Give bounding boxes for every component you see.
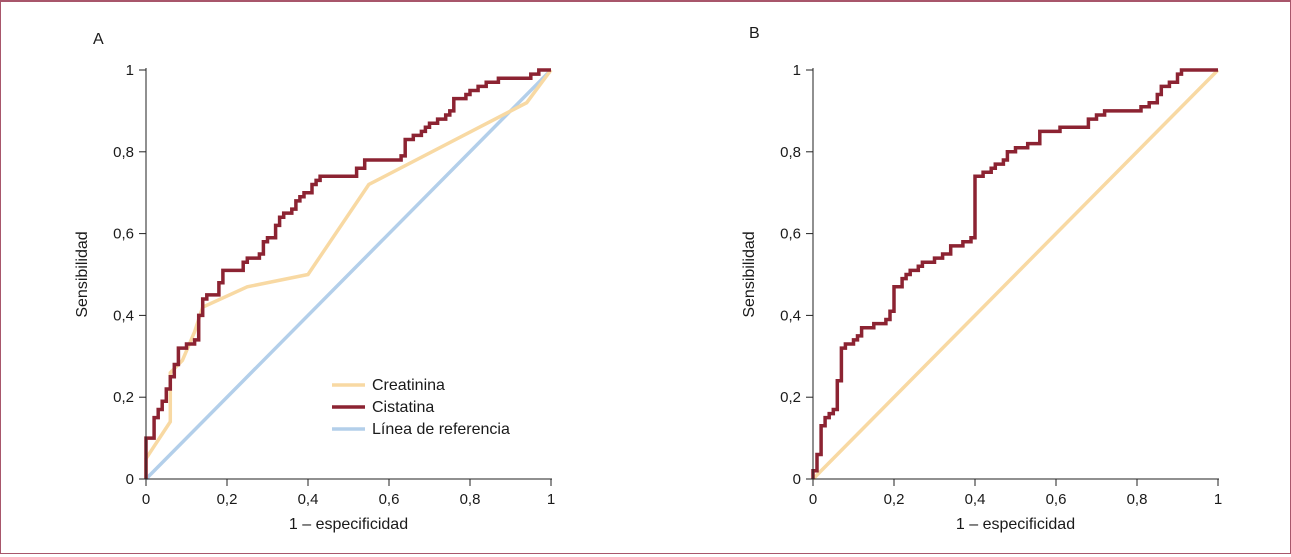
series-line-1 [144,68,551,479]
y-tick-label: 1 [793,62,801,79]
y-tick-label: 0,4 [780,307,801,324]
x-tick-label: 0 [809,491,817,508]
x-tick-label: 1 [1214,491,1222,508]
x-tick-label: 0,4 [965,491,986,508]
x-tick-label: 0,6 [379,491,400,508]
x-tick-label: 0,4 [298,491,319,508]
y-tick-label: 1 [126,62,134,79]
panel-label: A [93,31,104,48]
series-line-1 [811,68,1220,481]
legend-entry: Línea de referencia [372,421,510,438]
legend-entry: Creatinina [372,377,445,394]
x-tick-label: 0,2 [217,491,238,508]
y-tick-label: 0,6 [780,226,801,243]
y-tick-label: 0,8 [780,144,801,161]
series-line-0 [144,68,553,479]
y-tick-label: 0,4 [113,307,134,324]
x-tick-label: 0,2 [884,491,905,508]
y-tick-label: 0,2 [780,389,801,406]
x-tick-label: 1 [547,491,555,508]
y-axis-label: Sensibilidad [741,231,758,317]
legend-entry: Cistatina [372,399,434,416]
x-tick-label: 0,8 [1127,491,1148,508]
y-axis-label: Sensibilidad [74,231,91,317]
series-line-2 [144,68,553,481]
y-tick-label: 0,6 [113,226,134,243]
series-line-0 [811,68,1218,479]
y-tick-label: 0,2 [113,389,134,406]
x-tick-label: 0,6 [1046,491,1067,508]
x-axis-label: 1 – especificidad [956,516,1075,533]
x-axis-label: 1 – especificidad [289,516,408,533]
y-tick-label: 0 [793,471,801,488]
panel-label: B [749,25,760,42]
x-tick-label: 0,8 [460,491,481,508]
x-tick-label: 0 [142,491,150,508]
y-tick-label: 0,8 [113,144,134,161]
y-tick-label: 0 [126,471,134,488]
